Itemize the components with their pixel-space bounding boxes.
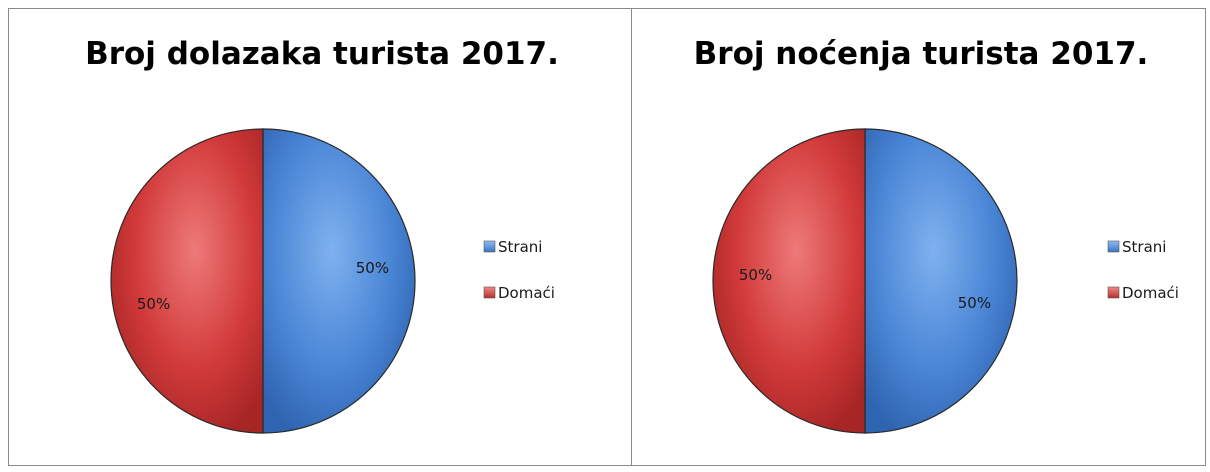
data-label-domaci: 50% <box>137 295 170 313</box>
legend-swatch-strani <box>1107 240 1120 253</box>
chart-title: Broj noćenja turista 2017. <box>694 36 1149 72</box>
legend-label-strani: Strani <box>498 238 542 256</box>
legend-swatch-domaci <box>483 286 496 299</box>
pie-slice-domaci <box>110 128 264 434</box>
data-label-domaci: 50% <box>739 266 772 284</box>
data-labels: 50% 50% <box>739 266 991 312</box>
legend-swatch-domaci <box>1107 286 1120 299</box>
pie-chart-overnights: Broj noćenja turista 2017. 50% 50% Strani… <box>694 36 1179 434</box>
legend: Strani Domaći <box>483 238 555 302</box>
pie-slice-strani <box>864 128 1018 434</box>
pie-slice-strani <box>262 128 416 434</box>
pie-slice-domaci <box>712 128 866 434</box>
legend: Strani Domaći <box>1107 238 1179 302</box>
chart-panel-overnights: Broj noćenja turista 2017. 50% 50% Strani… <box>631 8 1206 466</box>
legend-label-domaci: Domaći <box>498 284 555 302</box>
legend-swatch-strani <box>483 240 496 253</box>
legend-label-strani: Strani <box>1122 238 1166 256</box>
pie-slices <box>110 128 416 434</box>
data-label-strani: 50% <box>958 294 991 312</box>
chart-title: Broj dolazaka turista 2017. <box>85 36 559 72</box>
chart-panel-arrivals: Broj dolazaka turista 2017. 50% 50% Stran… <box>8 8 634 466</box>
pie-slices <box>712 128 1018 434</box>
pie-chart-arrivals: Broj dolazaka turista 2017. 50% 50% Stran… <box>85 36 559 434</box>
data-labels: 50% 50% <box>137 259 389 313</box>
data-label-strani: 50% <box>356 259 389 277</box>
legend-label-domaci: Domaći <box>1122 284 1179 302</box>
